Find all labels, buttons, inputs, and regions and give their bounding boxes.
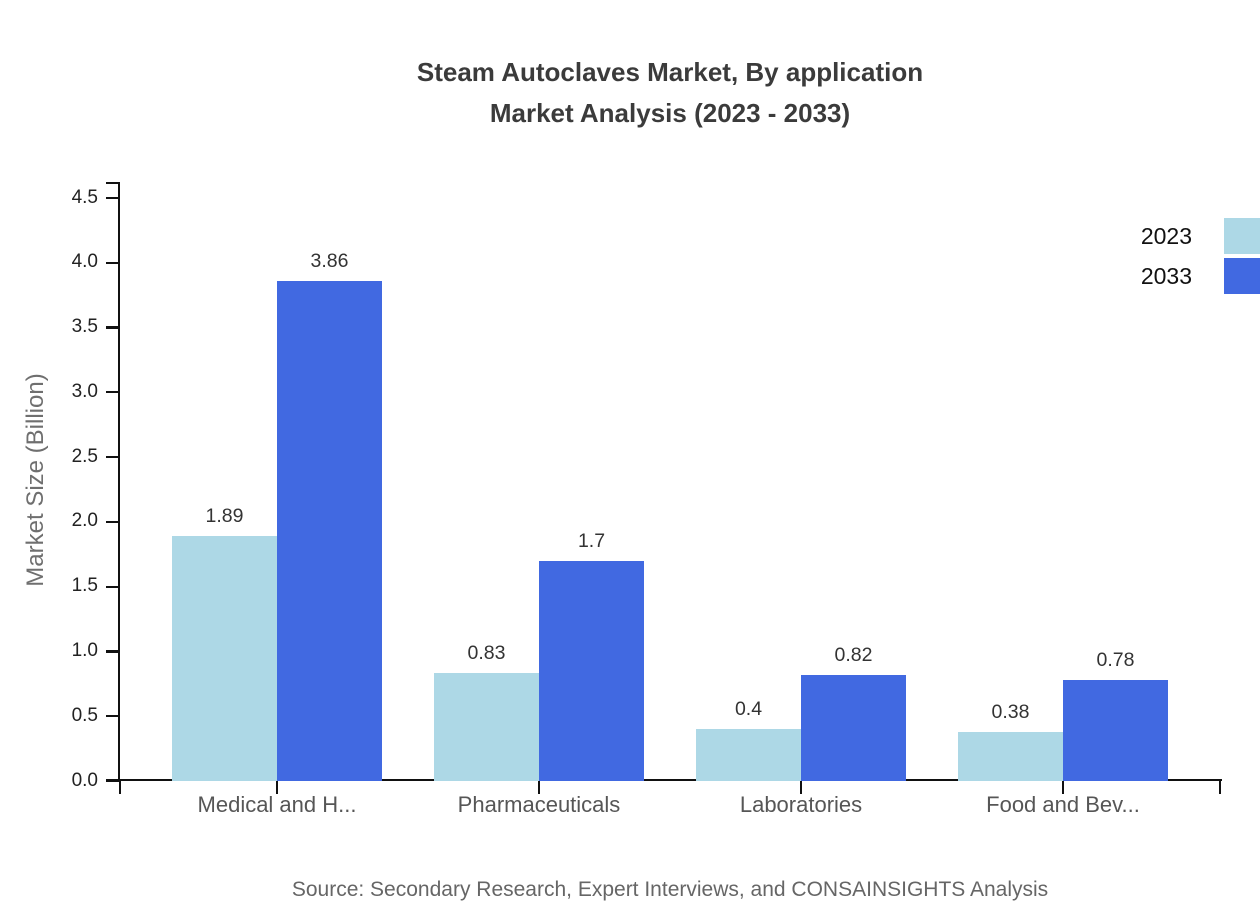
bar-value-label: 0.4 (734, 698, 763, 721)
x-tick-mark (118, 781, 122, 794)
bar-2023-Medical and H... (172, 536, 277, 781)
x-tick-mark (1218, 781, 1222, 794)
y-tick-mark (106, 391, 119, 394)
bar-2033-Pharmaceuticals (539, 560, 644, 781)
bar-2023-Food and Bev... (958, 731, 1063, 781)
y-tick-mark (106, 326, 119, 329)
x-tick-mark (537, 781, 541, 794)
y-tick-label: 4.5 (71, 186, 98, 208)
legend-swatch-2033 (1224, 258, 1260, 294)
bar-value-label: 0.83 (467, 642, 506, 665)
legend-item-2023: 2023 (1141, 218, 1260, 254)
y-tick-label: 2.5 (71, 445, 98, 467)
x-tick-mark (799, 781, 803, 794)
category-label: Food and Bev... (986, 792, 1140, 817)
y-tick-label: 2.0 (71, 510, 98, 532)
y-tick-mark (106, 715, 119, 718)
y-tick-label: 0.5 (71, 704, 98, 726)
y-tick-mark (106, 261, 119, 264)
category-label: Laboratories (739, 792, 863, 817)
legend-label: 2023 (1140, 222, 1192, 249)
y-tick-mark (106, 779, 119, 783)
bar-value-label: 1.89 (205, 505, 244, 528)
y-axis-label: Market Size (Billion) (22, 373, 49, 587)
bar-value-label: 3.86 (310, 249, 349, 272)
y-tick-label: 3.0 (71, 380, 98, 402)
plot-area: 0.0 0.5 1.0 1.5 2.0 2.5 3.0 3.5 4.0 4.5 1.89 3.86 0… (72, 182, 1222, 817)
y-axis-end-cap (106, 182, 118, 185)
x-axis-line (106, 779, 1222, 782)
y-tick-label: 1.5 (71, 575, 98, 597)
category-label: Pharmaceuticals (457, 792, 621, 817)
source-note: Source: Secondary Research, Expert Inter… (291, 878, 1049, 901)
chart-title-line2: Market Analysis (2023 - 2033) (489, 98, 851, 128)
bar-value-label: 0.38 (991, 700, 1030, 723)
chart-title: Steam Autoclaves Market, By application … (80, 52, 1260, 134)
y-tick-mark (106, 520, 119, 523)
bar-value-label: 1.7 (577, 529, 606, 552)
legend: 2023 2033 (1141, 218, 1260, 294)
bar-2023-Pharmaceuticals (434, 673, 539, 781)
legend-item-2033: 2033 (1141, 258, 1260, 294)
y-tick-mark (106, 650, 119, 653)
bar-2023-Laboratories (696, 729, 801, 781)
chart-title-line1: Steam Autoclaves Market, By application (416, 57, 924, 87)
category-label: Medical and H... (197, 792, 357, 817)
legend-label: 2033 (1140, 262, 1192, 289)
y-tick-mark (106, 585, 119, 588)
x-tick-mark (1061, 781, 1065, 794)
bar-2033-Laboratories (801, 674, 906, 781)
y-tick-label: 4.0 (71, 251, 98, 273)
y-tick-mark (106, 196, 119, 200)
legend-swatch-2023 (1224, 218, 1260, 254)
bar-value-label: 0.82 (834, 643, 873, 666)
y-tick-label: 0.0 (71, 769, 98, 791)
bar-value-label: 0.78 (1096, 648, 1135, 671)
bar-2033-Food and Bev... (1063, 679, 1168, 781)
y-tick-mark (106, 456, 119, 459)
y-tick-label: 3.5 (71, 316, 98, 338)
bar-2033-Medical and H... (277, 280, 382, 781)
x-tick-mark (275, 781, 279, 794)
y-tick-label: 1.0 (71, 639, 98, 661)
y-axis-line (118, 182, 121, 782)
